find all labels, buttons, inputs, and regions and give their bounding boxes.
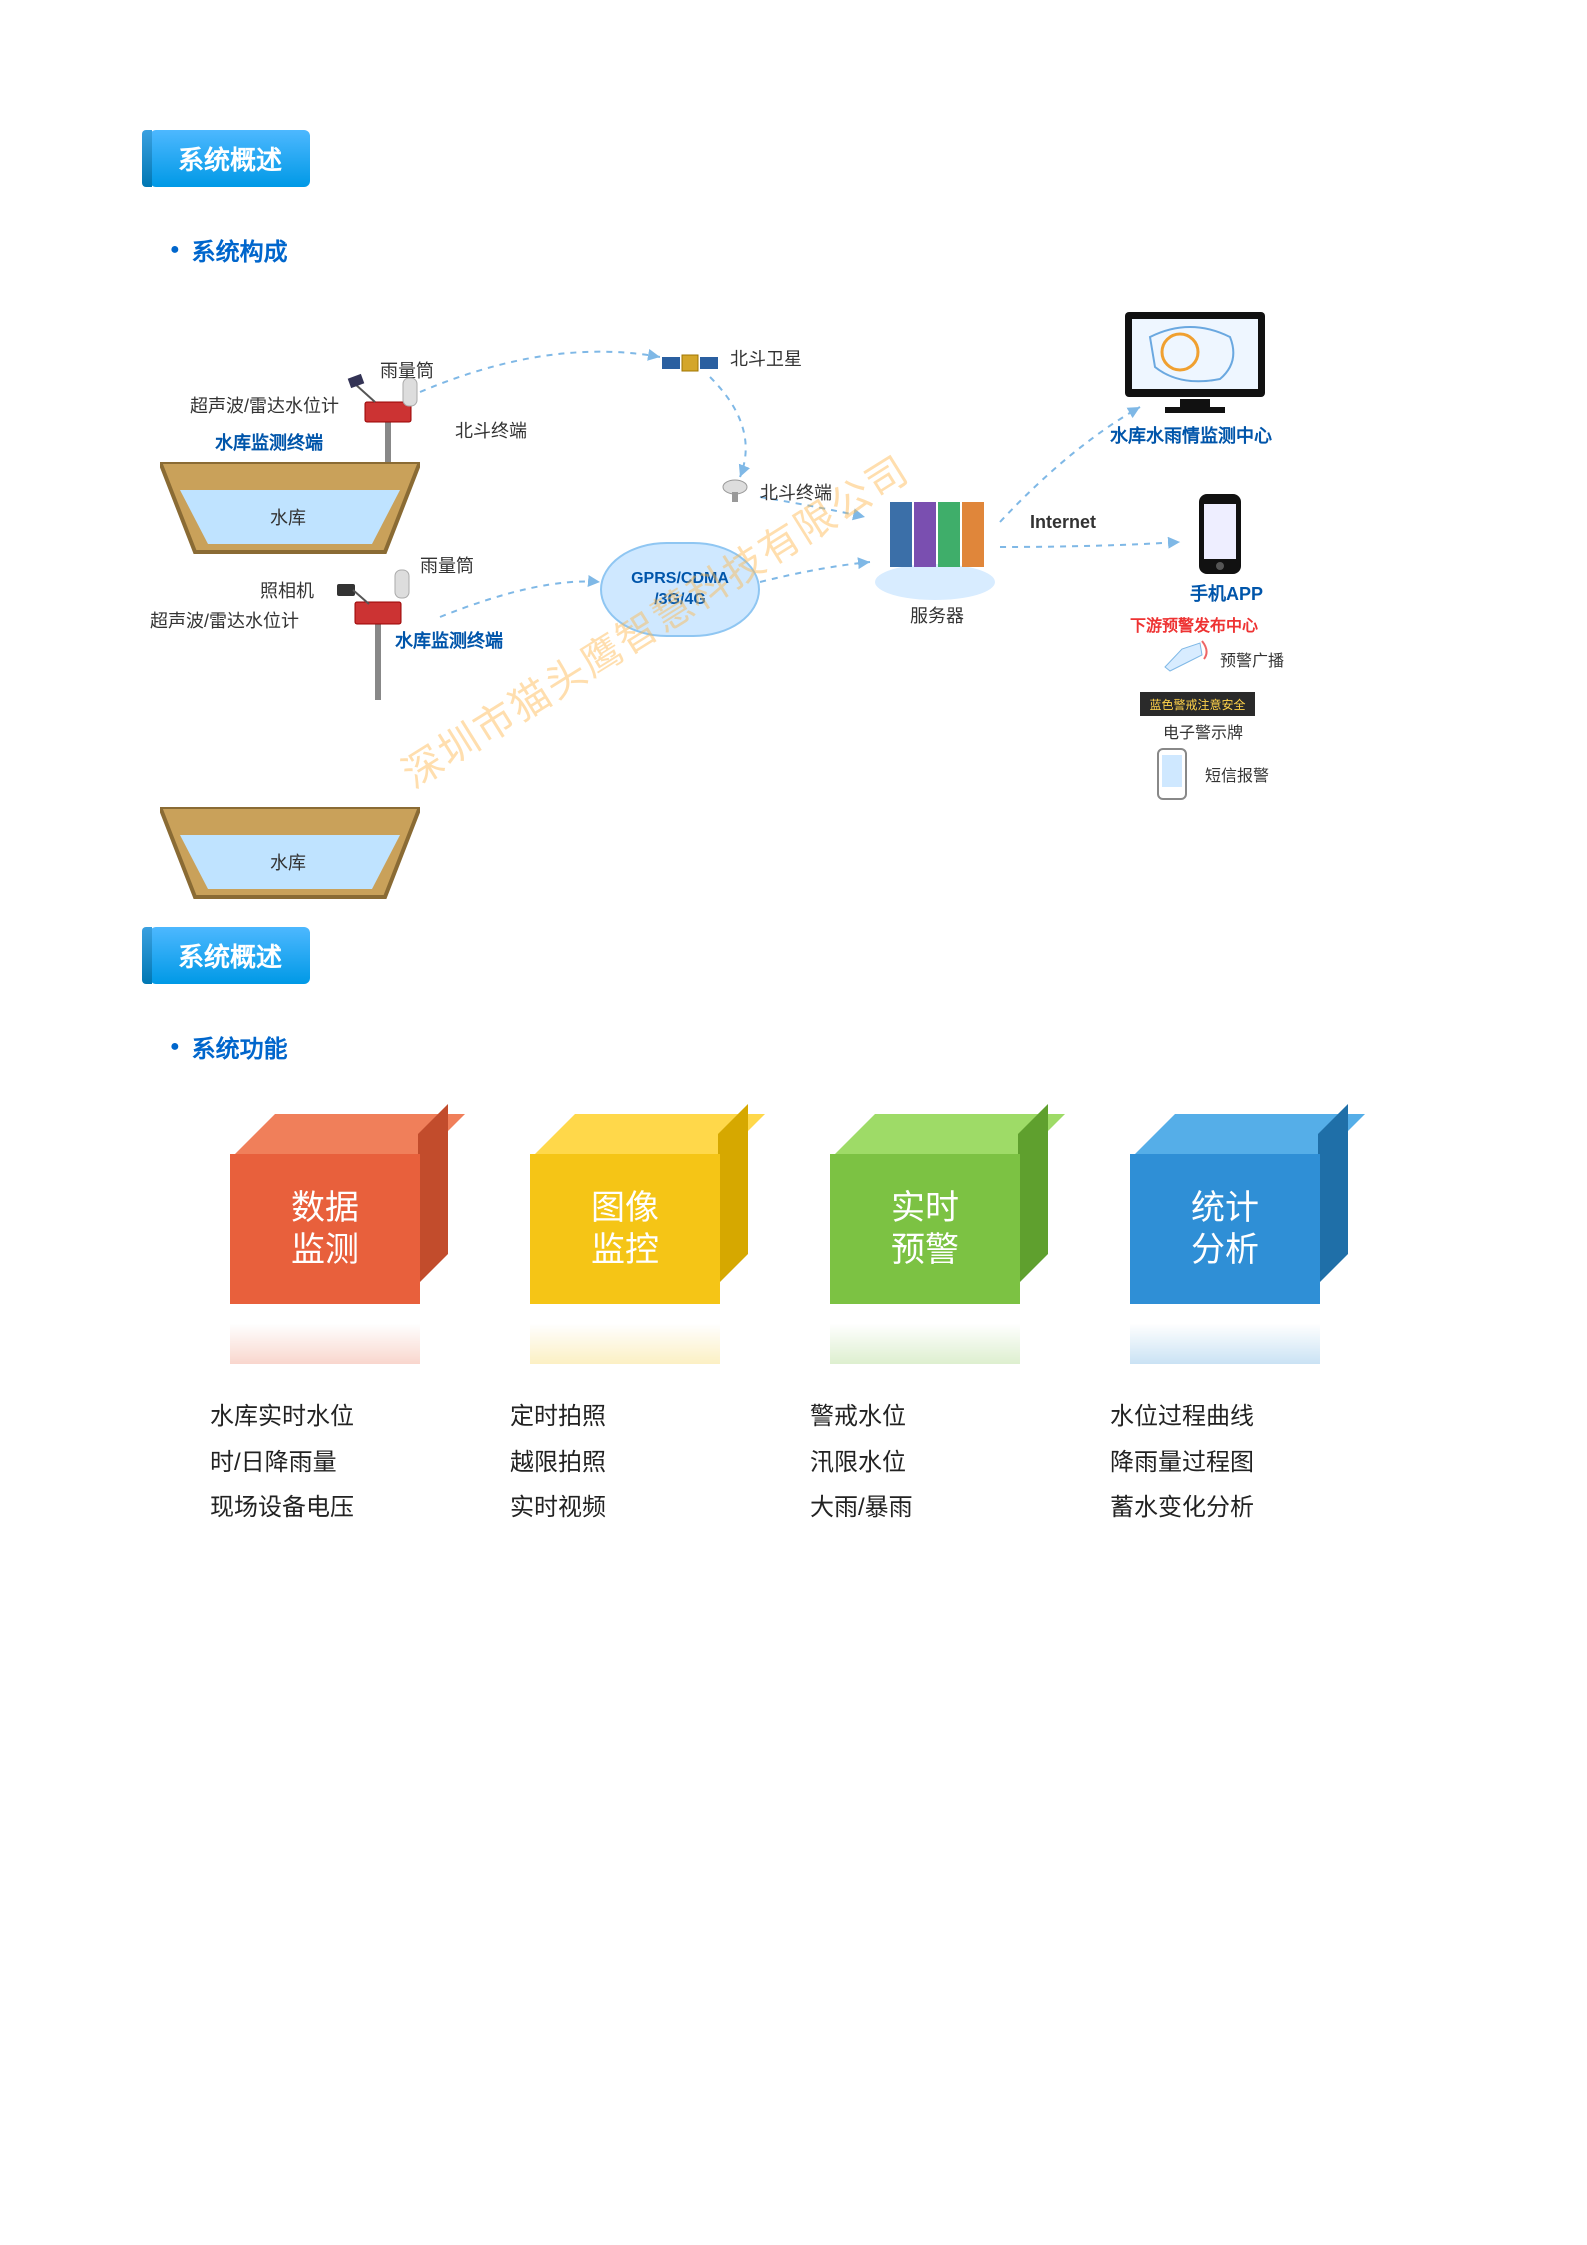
feature-list: 水库实时水位时/日降雨量现场设备电压 — [210, 1394, 440, 1531]
feature-item: 降雨量过程图 — [1110, 1440, 1340, 1486]
feature-item: 实时视频 — [510, 1485, 740, 1531]
label-app: 手机APP — [1190, 580, 1263, 606]
feature-item: 定时拍照 — [510, 1394, 740, 1440]
cube-title: 数据 监测 — [291, 1187, 359, 1272]
sign-board-text: 蓝色警戒注意安全 — [1149, 696, 1245, 713]
label-bd-satellite: 北斗卫星 — [730, 345, 802, 371]
feature-column: 统计 分析水位过程曲线降雨量过程图蓄水变化分析 — [1110, 1114, 1340, 1531]
section-tag-features: 系统概述 — [150, 927, 310, 984]
feature-item: 大雨/暴雨 — [810, 1485, 1040, 1531]
sign-board: 蓝色警戒注意安全 — [1140, 692, 1255, 716]
feature-item: 时/日降雨量 — [210, 1440, 440, 1486]
feature-cubes-row: 数据 监测水库实时水位时/日降雨量现场设备电压图像 监控定时拍照越限拍照实时视频… — [210, 1114, 1437, 1531]
station-icon-2 — [335, 562, 425, 702]
sub-heading-text: 系统构成 — [192, 232, 288, 267]
station-icon-1 — [345, 372, 435, 467]
label-terminal-1: 水库监测终端 — [215, 429, 323, 455]
cube-title: 实时 预警 — [891, 1187, 959, 1272]
feature-column: 实时 预警警戒水位汛限水位大雨/暴雨 — [810, 1114, 1040, 1531]
feature-item: 汛限水位 — [810, 1440, 1040, 1486]
feature-cube: 数据 监测 — [230, 1114, 420, 1304]
cube-title: 图像 监控 — [591, 1187, 659, 1272]
section-tag-overview: 系统概述 — [150, 130, 310, 187]
reservoir-1: 水库 — [160, 462, 420, 572]
feature-list: 定时拍照越限拍照实时视频 — [510, 1394, 740, 1531]
phone-icon — [1195, 492, 1245, 577]
feature-item: 水位过程曲线 — [1110, 1394, 1340, 1440]
feature-item: 水库实时水位 — [210, 1394, 440, 1440]
reservoir-2: 水库 — [160, 807, 420, 917]
feature-column: 数据 监测水库实时水位时/日降雨量现场设备电压 — [210, 1114, 440, 1531]
network-cloud-text: GPRS/CDMA /3G/4G — [631, 569, 729, 611]
label-internet: Internet — [1030, 512, 1096, 533]
feature-list: 水位过程曲线降雨量过程图蓄水变化分析 — [1110, 1394, 1340, 1531]
feature-item: 警戒水位 — [810, 1394, 1040, 1440]
feature-cube: 统计 分析 — [1130, 1114, 1320, 1304]
sub-heading-architecture: 系统构成 — [170, 232, 1437, 267]
server-icon — [870, 492, 1000, 602]
cube-title: 统计 分析 — [1191, 1187, 1259, 1272]
label-center: 水库水雨情监测中心 — [1110, 422, 1272, 448]
label-rain-gauge-2: 雨量筒 — [420, 552, 474, 578]
cube-reflection — [530, 1314, 720, 1364]
network-cloud: GPRS/CDMA /3G/4G — [600, 542, 760, 637]
sub-heading-features-text: 系统功能 — [192, 1029, 288, 1064]
feature-column: 图像 监控定时拍照越限拍照实时视频 — [510, 1114, 740, 1531]
satellite-icon — [660, 337, 720, 387]
label-bd-terminal-1: 北斗终端 — [455, 417, 527, 443]
label-ultrasonic-2: 超声波/雷达水位计 — [150, 607, 299, 633]
feature-cube: 实时 预警 — [830, 1114, 1020, 1304]
sms-phone-icon — [1155, 747, 1190, 802]
bd-terminal-icon — [720, 477, 750, 507]
sub-heading-features: 系统功能 — [170, 1029, 1437, 1064]
cube-reflection — [230, 1314, 420, 1364]
label-sign: 电子警示牌 — [1163, 719, 1243, 743]
label-camera: 照相机 — [260, 577, 314, 603]
label-bd-terminal-2: 北斗终端 — [760, 479, 832, 505]
label-server: 服务器 — [910, 602, 964, 628]
architecture-diagram: 雨量筒 超声波/雷达水位计 水库监测终端 北斗终端 水库 雨量筒 照相机 超声波… — [120, 297, 1400, 817]
label-sms: 短信报警 — [1205, 762, 1269, 786]
feature-item: 越限拍照 — [510, 1440, 740, 1486]
label-broadcast: 预警广播 — [1220, 647, 1284, 671]
feature-list: 警戒水位汛限水位大雨/暴雨 — [810, 1394, 1040, 1531]
label-reservoir-1: 水库 — [270, 504, 306, 530]
speaker-icon — [1160, 637, 1210, 677]
cube-reflection — [830, 1314, 1020, 1364]
label-reservoir-2: 水库 — [270, 849, 306, 875]
monitor-icon — [1120, 307, 1270, 417]
label-downstream: 下游预警发布中心 — [1130, 612, 1258, 636]
feature-cube: 图像 监控 — [530, 1114, 720, 1304]
label-ultrasonic-1: 超声波/雷达水位计 — [190, 392, 339, 418]
feature-item: 现场设备电压 — [210, 1485, 440, 1531]
cube-reflection — [1130, 1314, 1320, 1364]
feature-item: 蓄水变化分析 — [1110, 1485, 1340, 1531]
